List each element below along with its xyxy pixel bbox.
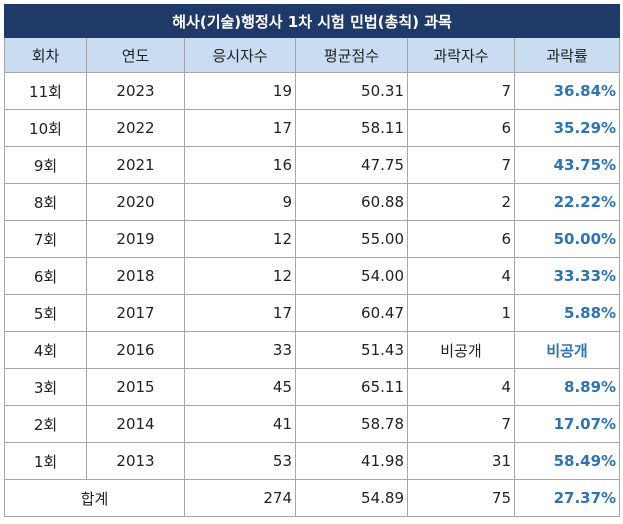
cell-average-score: 58.11 xyxy=(295,109,408,147)
cell-fail-rate: 43.75% xyxy=(513,146,621,184)
cell-average-score: 47.75 xyxy=(295,146,408,184)
table-body: 11회 2023 19 50.31 7 36.84% 10회 2022 17 5… xyxy=(4,72,621,517)
table-row: 7회 2019 12 55.00 6 50.00% xyxy=(4,220,621,258)
cell-round: 7회 xyxy=(4,220,87,258)
table-row: 11회 2023 19 50.31 7 36.84% xyxy=(4,72,621,110)
cell-round: 4회 xyxy=(4,331,87,369)
cell-year: 2018 xyxy=(86,257,185,295)
cell-applicants: 33 xyxy=(184,331,296,369)
table-row: 1회 2013 53 41.98 31 58.49% xyxy=(4,442,621,480)
total-row: 합계 274 54.89 75 27.37% xyxy=(4,479,621,517)
cell-fail-rate: 50.00% xyxy=(513,220,621,258)
cell-fail-count: 1 xyxy=(407,294,515,332)
cell-fail-count: 4 xyxy=(407,257,515,295)
table-row: 4회 2016 33 51.43 비공개 비공개 xyxy=(4,331,621,369)
cell-fail-count: 4 xyxy=(407,368,515,406)
header-fail-count: 과락자수 xyxy=(407,37,515,73)
cell-applicants: 41 xyxy=(184,405,296,443)
cell-average-score: 55.00 xyxy=(295,220,408,258)
cell-year: 2022 xyxy=(86,109,185,147)
cell-round: 1회 xyxy=(4,442,87,480)
exam-stats-table-container: 해사(기술)행정사 1차 시험 민법(총칙) 과목 회차 연도 응시자수 평균점… xyxy=(3,4,621,517)
cell-fail-count: 7 xyxy=(407,405,515,443)
total-fail-count: 75 xyxy=(407,479,515,517)
cell-year: 2021 xyxy=(86,146,185,184)
cell-year: 2013 xyxy=(86,442,185,480)
cell-fail-rate: 58.49% xyxy=(513,442,621,480)
table-title: 해사(기술)행정사 1차 시험 민법(총칙) 과목 xyxy=(3,4,621,38)
cell-fail-count: 6 xyxy=(407,109,515,147)
cell-average-score: 60.88 xyxy=(295,183,408,221)
cell-average-score: 60.47 xyxy=(295,294,408,332)
cell-average-score: 50.31 xyxy=(295,72,408,110)
cell-fail-count: 6 xyxy=(407,220,515,258)
cell-applicants: 12 xyxy=(184,257,296,295)
cell-average-score: 58.78 xyxy=(295,405,408,443)
cell-year: 2015 xyxy=(86,368,185,406)
cell-fail-count: 7 xyxy=(407,146,515,184)
table-row: 8회 2020 9 60.88 2 22.22% xyxy=(4,183,621,221)
cell-applicants: 53 xyxy=(184,442,296,480)
cell-round: 3회 xyxy=(4,368,87,406)
cell-round: 2회 xyxy=(4,405,87,443)
cell-fail-rate: 35.29% xyxy=(513,109,621,147)
cell-applicants: 45 xyxy=(184,368,296,406)
cell-average-score: 51.43 xyxy=(295,331,408,369)
cell-year: 2019 xyxy=(86,220,185,258)
cell-round: 8회 xyxy=(4,183,87,221)
cell-year: 2023 xyxy=(86,72,185,110)
exam-stats-table: 해사(기술)행정사 1차 시험 민법(총칙) 과목 회차 연도 응시자수 평균점… xyxy=(3,4,621,517)
table-row: 10회 2022 17 58.11 6 35.29% xyxy=(4,109,621,147)
cell-year: 2020 xyxy=(86,183,185,221)
cell-fail-rate: 22.22% xyxy=(513,183,621,221)
header-year: 연도 xyxy=(86,37,185,73)
table-row: 9회 2021 16 47.75 7 43.75% xyxy=(4,146,621,184)
cell-applicants: 17 xyxy=(184,109,296,147)
table-row: 2회 2014 41 58.78 7 17.07% xyxy=(4,405,621,443)
cell-year: 2017 xyxy=(86,294,185,332)
cell-fail-rate: 33.33% xyxy=(513,257,621,295)
cell-round: 9회 xyxy=(4,146,87,184)
cell-applicants: 9 xyxy=(184,183,296,221)
cell-round: 10회 xyxy=(4,109,87,147)
cell-applicants: 17 xyxy=(184,294,296,332)
cell-fail-count: 7 xyxy=(407,72,515,110)
cell-round: 6회 xyxy=(4,257,87,295)
cell-fail-rate: 8.89% xyxy=(513,368,621,406)
cell-applicants: 19 xyxy=(184,72,296,110)
cell-fail-rate: 17.07% xyxy=(513,405,621,443)
total-applicants: 274 xyxy=(184,479,296,517)
header-round: 회차 xyxy=(4,37,87,73)
cell-fail-rate: 비공개 xyxy=(513,331,621,369)
header-applicants: 응시자수 xyxy=(184,37,296,73)
cell-year: 2016 xyxy=(86,331,185,369)
table-header-row: 회차 연도 응시자수 평균점수 과락자수 과락률 xyxy=(4,37,621,73)
cell-applicants: 12 xyxy=(184,220,296,258)
cell-round: 11회 xyxy=(4,72,87,110)
header-fail-rate: 과락률 xyxy=(513,37,621,73)
cell-fail-count: 비공개 xyxy=(407,331,515,369)
cell-fail-rate: 36.84% xyxy=(513,72,621,110)
total-label: 합계 xyxy=(4,479,185,517)
cell-round: 5회 xyxy=(4,294,87,332)
cell-average-score: 65.11 xyxy=(295,368,408,406)
table-title-row: 해사(기술)행정사 1차 시험 민법(총칙) 과목 xyxy=(3,4,621,38)
total-fail-rate: 27.37% xyxy=(513,479,621,517)
total-average-score: 54.89 xyxy=(295,479,408,517)
cell-fail-rate: 5.88% xyxy=(513,294,621,332)
cell-fail-count: 31 xyxy=(407,442,515,480)
table-row: 6회 2018 12 54.00 4 33.33% xyxy=(4,257,621,295)
cell-average-score: 54.00 xyxy=(295,257,408,295)
table-row: 5회 2017 17 60.47 1 5.88% xyxy=(4,294,621,332)
table-row: 3회 2015 45 65.11 4 8.89% xyxy=(4,368,621,406)
cell-fail-count: 2 xyxy=(407,183,515,221)
header-average-score: 평균점수 xyxy=(295,37,408,73)
cell-year: 2014 xyxy=(86,405,185,443)
cell-applicants: 16 xyxy=(184,146,296,184)
cell-average-score: 41.98 xyxy=(295,442,408,480)
